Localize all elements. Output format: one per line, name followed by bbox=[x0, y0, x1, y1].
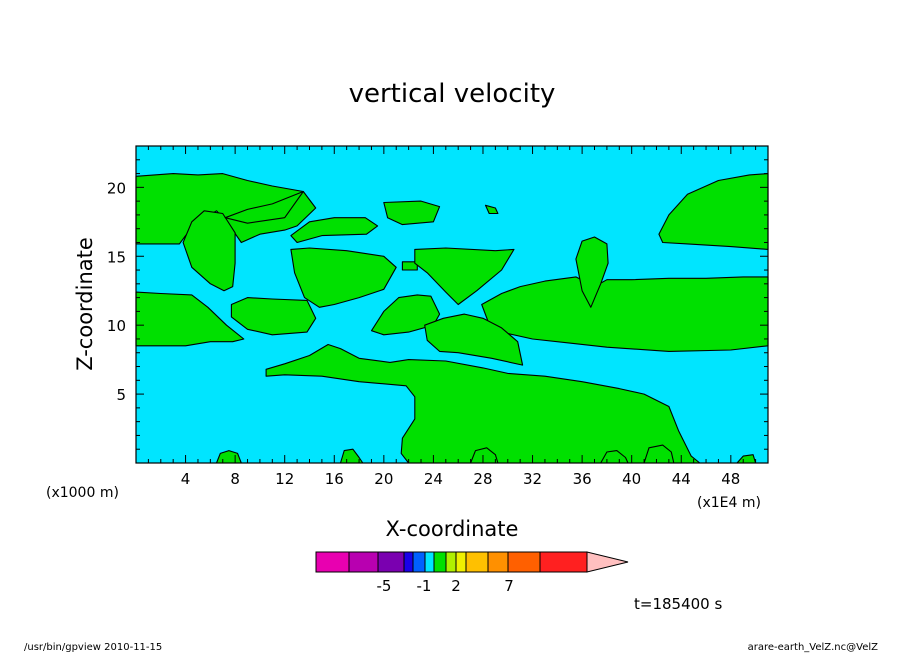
x-tick-label: 4 bbox=[181, 470, 191, 488]
colorbar-swatch bbox=[315, 551, 350, 573]
x-scale-label: (x1E4 m) bbox=[697, 495, 761, 511]
x-tick-label: 28 bbox=[473, 470, 492, 488]
region-left-middle-island bbox=[230, 297, 317, 336]
colorbar-swatch bbox=[487, 551, 509, 573]
y-tick-label: 5 bbox=[116, 386, 126, 404]
x-tick-label: 32 bbox=[523, 470, 542, 488]
y-tick-label: 15 bbox=[107, 248, 126, 266]
x-tick-label: 44 bbox=[672, 470, 691, 488]
region-right-tall-blob bbox=[575, 236, 609, 308]
y-scale-label: (x1000 m) bbox=[46, 485, 119, 501]
region-top-mid-patch-b bbox=[383, 200, 441, 226]
colorbar-tick-label: 7 bbox=[504, 577, 514, 595]
colorbar-swatch bbox=[424, 551, 435, 573]
region-thin-diagonal-band bbox=[224, 190, 304, 224]
x-tick-label: 40 bbox=[622, 470, 641, 488]
colorbar-tick-label: -1 bbox=[417, 577, 432, 595]
y-axis-ticks: 5 10 15 20 bbox=[107, 159, 768, 450]
x-axis-title: X-coordinate bbox=[386, 517, 519, 541]
region-center-small-diamond bbox=[370, 294, 441, 336]
x-tick-label: 24 bbox=[424, 470, 443, 488]
x-tick-label: 8 bbox=[230, 470, 240, 488]
y-tick-label: 10 bbox=[107, 317, 126, 335]
colorbar-swatch bbox=[455, 551, 467, 573]
region-lower-big-region bbox=[265, 343, 701, 464]
colorbar-swatch bbox=[465, 551, 489, 573]
x-tick-label: 36 bbox=[573, 470, 592, 488]
colorbar-swatch bbox=[403, 551, 414, 573]
x-tick-label: 48 bbox=[721, 470, 740, 488]
contour-regions bbox=[135, 173, 769, 464]
y-tick-label: 20 bbox=[107, 179, 126, 197]
footer-right: arare-earth_VelZ.nc@VelZ bbox=[748, 642, 879, 653]
colorbar-arrow bbox=[586, 551, 629, 573]
region-small-dot-b bbox=[401, 261, 418, 271]
y-axis-title: Z-coordinate bbox=[73, 237, 97, 371]
region-left-middle-band bbox=[135, 291, 245, 347]
region-center-thin-lens bbox=[424, 313, 524, 366]
region-small-dot-a bbox=[484, 204, 499, 215]
x-axis-ticks: 4 8 12 16 20 24 28 32 36 40 44 48 bbox=[147, 146, 769, 488]
colorbar-swatch bbox=[445, 551, 457, 573]
x-tick-label: 12 bbox=[275, 470, 294, 488]
colorbar-swatch bbox=[507, 551, 541, 573]
colorbar bbox=[315, 551, 629, 573]
time-label: t=185400 s bbox=[634, 595, 722, 613]
x-tick-label: 20 bbox=[374, 470, 393, 488]
colorbar-swatch bbox=[348, 551, 379, 573]
region-right-long-band bbox=[481, 276, 769, 352]
colorbar-swatch bbox=[433, 551, 447, 573]
colorbar-swatch bbox=[539, 551, 588, 573]
colorbar-tick-label: -5 bbox=[377, 577, 392, 595]
colorbar-swatch bbox=[377, 551, 405, 573]
colorbar-tick-label: 2 bbox=[451, 577, 461, 595]
region-upper-left-blob bbox=[182, 210, 236, 292]
chart-title: vertical velocity bbox=[349, 79, 556, 109]
plot-frame bbox=[135, 145, 769, 464]
region-center-triangle bbox=[414, 247, 515, 306]
x-tick-label: 16 bbox=[325, 470, 344, 488]
footer-left: /usr/bin/gpview 2010-11-15 bbox=[24, 642, 162, 653]
colorbar-swatch bbox=[412, 551, 426, 573]
region-top-mid-patch-a bbox=[290, 217, 379, 244]
colorbar-ticks: -5 -1 2 7 bbox=[377, 577, 514, 595]
region-center-wedge bbox=[290, 247, 397, 308]
